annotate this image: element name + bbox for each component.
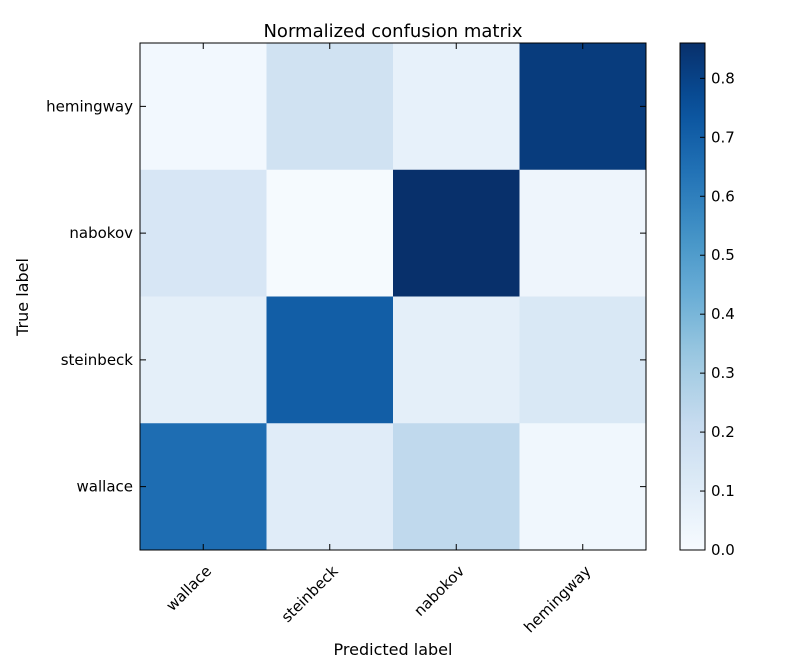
heatmap-cell-steinbeck-wallace: [140, 296, 267, 424]
x-axis-label: Predicted label: [334, 640, 453, 659]
y-axis-label: True label: [13, 258, 32, 337]
colorbar-tick-label: 0.8: [711, 69, 735, 87]
heatmap-cell-steinbeck-nabokov: [393, 296, 520, 424]
y-tick-label-steinbeck: steinbeck: [61, 351, 134, 369]
heatmap-cell-wallace-hemingway: [519, 423, 647, 551]
colorbar-tick-label: 0.4: [711, 305, 735, 323]
heatmap-cell-nabokov-nabokov: [393, 169, 520, 297]
heatmap-cell-nabokov-wallace: [140, 169, 267, 297]
heatmap-cell-wallace-steinbeck: [266, 423, 394, 551]
x-tick-label-wallace: wallace: [162, 562, 215, 615]
heatmap-cell-hemingway-nabokov: [393, 43, 520, 171]
colorbar-tick-label: 0.2: [711, 423, 735, 441]
heatmap-cells: [140, 43, 647, 551]
heatmap-cell-nabokov-steinbeck: [266, 169, 394, 297]
x-tick-label-hemingway: hemingway: [520, 562, 594, 636]
colorbar-tick-label: 0.7: [711, 128, 735, 146]
y-tick-label-wallace: wallace: [77, 478, 133, 496]
colorbar-tick-label: 0.1: [711, 482, 735, 500]
y-tick-label-hemingway: hemingway: [46, 97, 133, 115]
colorbar-ticks: 0.0 0.1 0.2 0.3 0.4 0.5 0.6 0.7 0.8: [700, 69, 735, 559]
plot-frame: [139, 42, 647, 551]
colorbar: [679, 42, 706, 551]
heatmap-cell-hemingway-hemingway: [519, 43, 647, 171]
heatmap-cell-steinbeck-hemingway: [519, 296, 647, 424]
colorbar-tick-label: 0.3: [711, 364, 735, 382]
y-tick-label-nabokov: nabokov: [69, 224, 133, 242]
heatmap-cell-wallace-nabokov: [393, 423, 520, 551]
heatmap-cell-wallace-wallace: [140, 423, 267, 551]
y-axis-ticks: hemingway nabokov steinbeck wallace: [46, 97, 646, 496]
heatmap-cell-nabokov-hemingway: [519, 169, 647, 297]
colorbar-tick-label: 0.0: [711, 541, 735, 559]
chart-title: Normalized confusion matrix: [263, 21, 522, 42]
x-tick-label-nabokov: nabokov: [410, 562, 468, 620]
colorbar-tick-label: 0.6: [711, 187, 735, 205]
colorbar-tick-label: 0.5: [711, 246, 735, 264]
heatmap-cell-hemingway-steinbeck: [266, 43, 394, 171]
x-tick-label-steinbeck: steinbeck: [278, 562, 342, 626]
heatmap-cell-steinbeck-steinbeck: [266, 296, 394, 424]
heatmap-cell-hemingway-wallace: [140, 43, 267, 171]
